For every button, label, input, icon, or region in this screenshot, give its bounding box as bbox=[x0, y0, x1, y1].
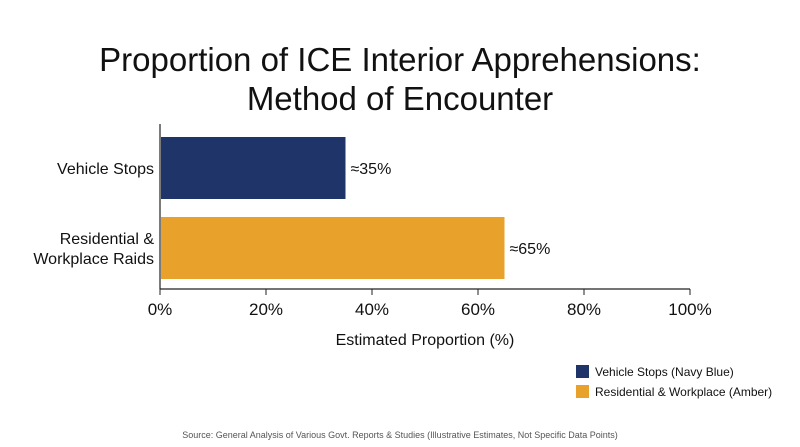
data-label: ≈65% bbox=[510, 241, 551, 258]
x-tick-label: 20% bbox=[249, 300, 283, 319]
chart-title-line-2: Method of Encounter bbox=[246, 80, 554, 117]
x-tick-label: 40% bbox=[355, 300, 389, 319]
category-label: Vehicle Stops bbox=[57, 161, 154, 178]
source-note: Source: General Analysis of Various Govt… bbox=[182, 430, 618, 440]
x-tick-label: 60% bbox=[461, 300, 495, 319]
x-tick-label: 80% bbox=[567, 300, 601, 319]
x-axis-title: Estimated Proportion (%) bbox=[336, 332, 515, 349]
category-label: Residential & bbox=[60, 231, 155, 248]
legend-swatch bbox=[576, 385, 589, 398]
legend-label: Residential & Workplace (Amber) bbox=[595, 385, 772, 399]
chart-title-line-1: Proportion of ICE Interior Apprehensions… bbox=[99, 41, 701, 78]
data-label: ≈35% bbox=[351, 161, 392, 178]
bar-1 bbox=[161, 137, 346, 199]
x-tick-label: 100% bbox=[668, 300, 711, 319]
bar-2 bbox=[161, 217, 505, 279]
category-label: Workplace Raids bbox=[33, 251, 154, 268]
legend-label: Vehicle Stops (Navy Blue) bbox=[595, 365, 734, 379]
chart-title: Proportion of ICE Interior Apprehensions… bbox=[0, 40, 800, 118]
legend-swatch bbox=[576, 365, 589, 378]
x-tick-label: 0% bbox=[148, 300, 173, 319]
